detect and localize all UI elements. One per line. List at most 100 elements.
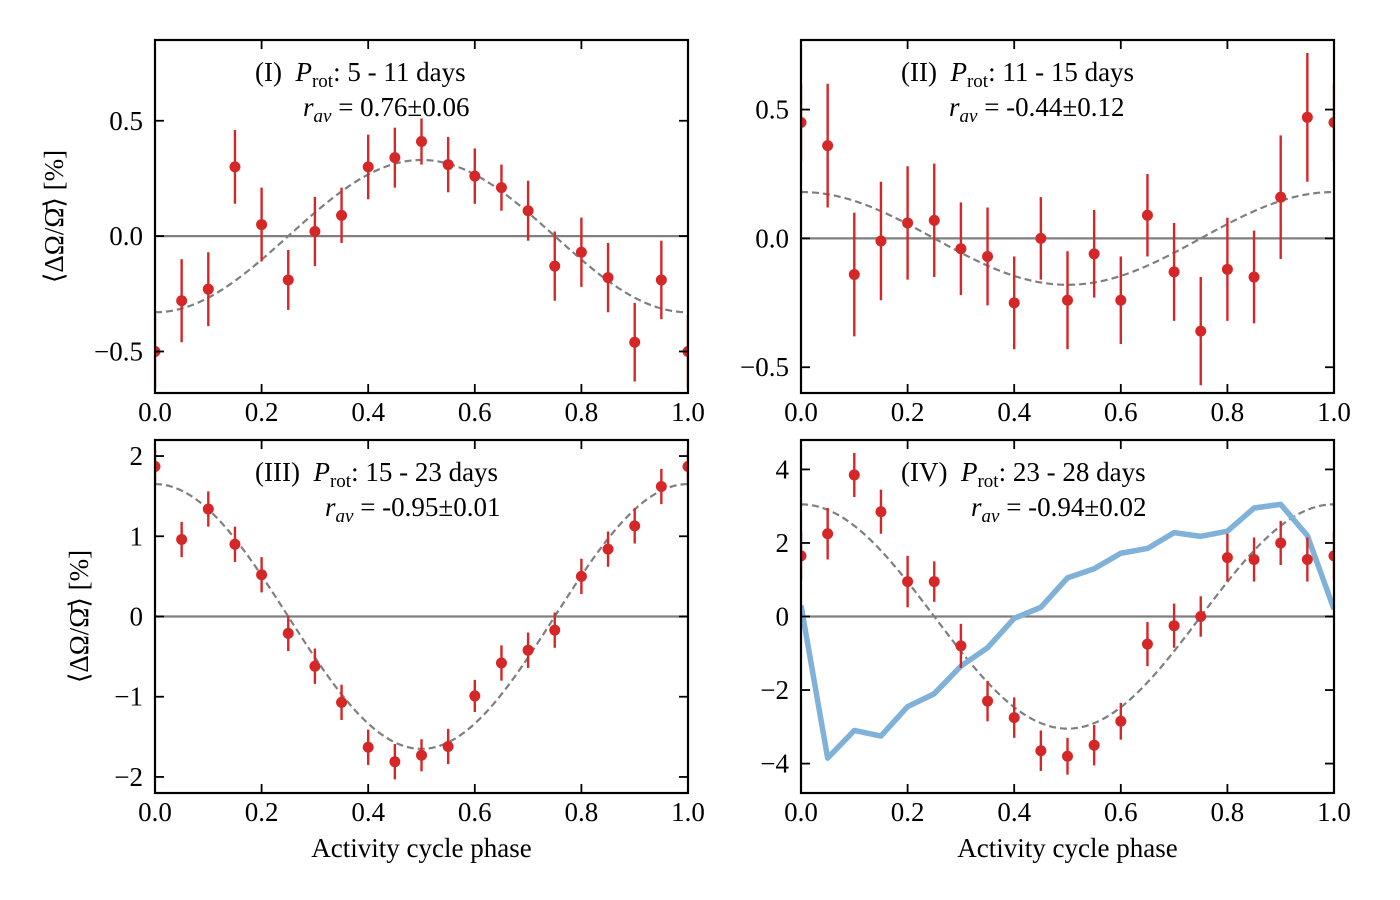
- plot-area: [155, 118, 688, 389]
- data-point: [416, 136, 427, 148]
- data-point: [442, 159, 454, 171]
- data-point: [1168, 620, 1180, 632]
- data-point: [522, 644, 534, 656]
- annotation-part: = 0.76±0.06: [331, 92, 469, 122]
- data-point: [982, 695, 994, 707]
- data-point: [801, 116, 807, 128]
- data-point: [389, 756, 401, 768]
- panel-IV: 0.0 0.2 0.4 0.6 0.8 1.0 −4 −2 0 2 4 (IV) Prot: 23 -…: [760, 438, 1351, 863]
- data-point: [1195, 611, 1207, 622]
- x-tick-label: 0.2: [245, 397, 279, 427]
- data-point: [522, 205, 534, 217]
- data-point: [1115, 715, 1127, 727]
- data-point: [282, 274, 294, 286]
- x-tick-label: 1.0: [671, 397, 705, 427]
- annotation-part: (III): [255, 457, 300, 487]
- annotation-part: av: [982, 506, 1001, 527]
- annotation-part: r: [971, 492, 982, 522]
- annotation-part: P: [960, 457, 978, 487]
- data-point: [202, 283, 214, 295]
- data-point: [495, 182, 507, 194]
- annotation-correlation: rav = -0.94±0.02: [971, 492, 1147, 527]
- data-point: [629, 336, 641, 348]
- annotation-part: = -0.95±0.01: [353, 492, 500, 522]
- data-point: [848, 268, 860, 280]
- data-point: [602, 543, 614, 555]
- data-point: [1141, 209, 1153, 221]
- data-point: [655, 481, 667, 493]
- x-tick-label: 0.0: [784, 797, 818, 827]
- data-point: [256, 219, 268, 231]
- data-point: [1301, 111, 1313, 123]
- data-point: [928, 214, 940, 226]
- data-point: [1168, 266, 1180, 278]
- data-point: [955, 640, 967, 652]
- series-line: [801, 501, 1334, 761]
- y-tick-label: 0: [776, 602, 790, 632]
- fit-curve: [801, 190, 1334, 286]
- data-point: [336, 209, 348, 221]
- data-point: [801, 550, 807, 562]
- annotation-part: r: [949, 92, 960, 122]
- plot-frame: [153, 38, 690, 395]
- plot-area: [801, 52, 1334, 386]
- x-tick-label: 0.8: [1211, 397, 1245, 427]
- data-point: [875, 235, 887, 247]
- y-axis-label: ⟨ΔΩ/Ω̄⟩ [%]: [39, 150, 69, 283]
- data-point: [629, 520, 641, 532]
- data-point: [155, 460, 161, 472]
- data-point: [1195, 325, 1207, 337]
- annotation-part: : 23 - 28 days: [999, 457, 1146, 487]
- y-tick-label: 2: [776, 528, 790, 558]
- annotation-part: (II): [901, 57, 937, 87]
- x-tick-label: 0.0: [784, 397, 818, 427]
- x-tick-label: 1.0: [1317, 397, 1351, 427]
- x-tick-label: 0.6: [458, 397, 492, 427]
- data-point: [256, 569, 268, 581]
- data-point: [282, 627, 294, 639]
- data-point: [202, 503, 214, 515]
- y-tick-label: 0.0: [755, 223, 789, 253]
- annotation-part: : 15 - 23 days: [351, 457, 498, 487]
- data-point: [1062, 750, 1073, 762]
- y-tick-label: 4: [776, 454, 790, 484]
- data-point: [1328, 550, 1334, 562]
- data-point: [1115, 294, 1127, 306]
- annotation-part: r: [325, 492, 336, 522]
- annotation-correlation: rav = 0.76±0.06: [303, 92, 470, 127]
- data-point: [1248, 554, 1260, 566]
- annotation-correlation: rav = -0.44±0.12: [949, 92, 1125, 127]
- data-point: [229, 161, 241, 173]
- data-point: [848, 469, 860, 481]
- annotation-part: = -0.94±0.02: [999, 492, 1146, 522]
- annotation-part: rot: [967, 71, 989, 92]
- data-point: [955, 243, 967, 255]
- data-point: [1221, 263, 1233, 275]
- x-axis-label: Activity cycle phase: [957, 833, 1177, 863]
- annotation-period: (I) Prot: 5 - 11 days: [255, 57, 466, 92]
- y-tick-label: 2: [130, 441, 144, 471]
- annotation-part: : 11 - 15 days: [988, 57, 1134, 87]
- y-axis-label: ⟨ΔΩ/Ω̄⟩ [%]: [64, 550, 94, 683]
- annotation-correlation: rav = -0.95±0.01: [325, 492, 501, 527]
- x-tick-label: 0.0: [138, 397, 172, 427]
- x-tick-label: 0.8: [565, 397, 599, 427]
- x-tick-label: 0.6: [1104, 397, 1138, 427]
- x-tick-label: 0.2: [891, 797, 925, 827]
- annotation-part: P: [312, 457, 330, 487]
- data-point: [602, 272, 614, 284]
- annotation-part: r: [303, 92, 314, 122]
- annotation-part: (I): [255, 57, 282, 87]
- data-point: [549, 624, 561, 636]
- data-point: [575, 570, 587, 582]
- data-point: [389, 152, 401, 164]
- y-tick-label: −2: [760, 675, 789, 705]
- data-point: [982, 250, 994, 262]
- data-point: [928, 576, 940, 588]
- data-point: [362, 161, 374, 173]
- x-tick-label: 0.4: [997, 397, 1031, 427]
- data-point: [442, 740, 454, 752]
- y-tick-label: 0: [130, 602, 144, 632]
- x-tick-label: 0.4: [351, 397, 385, 427]
